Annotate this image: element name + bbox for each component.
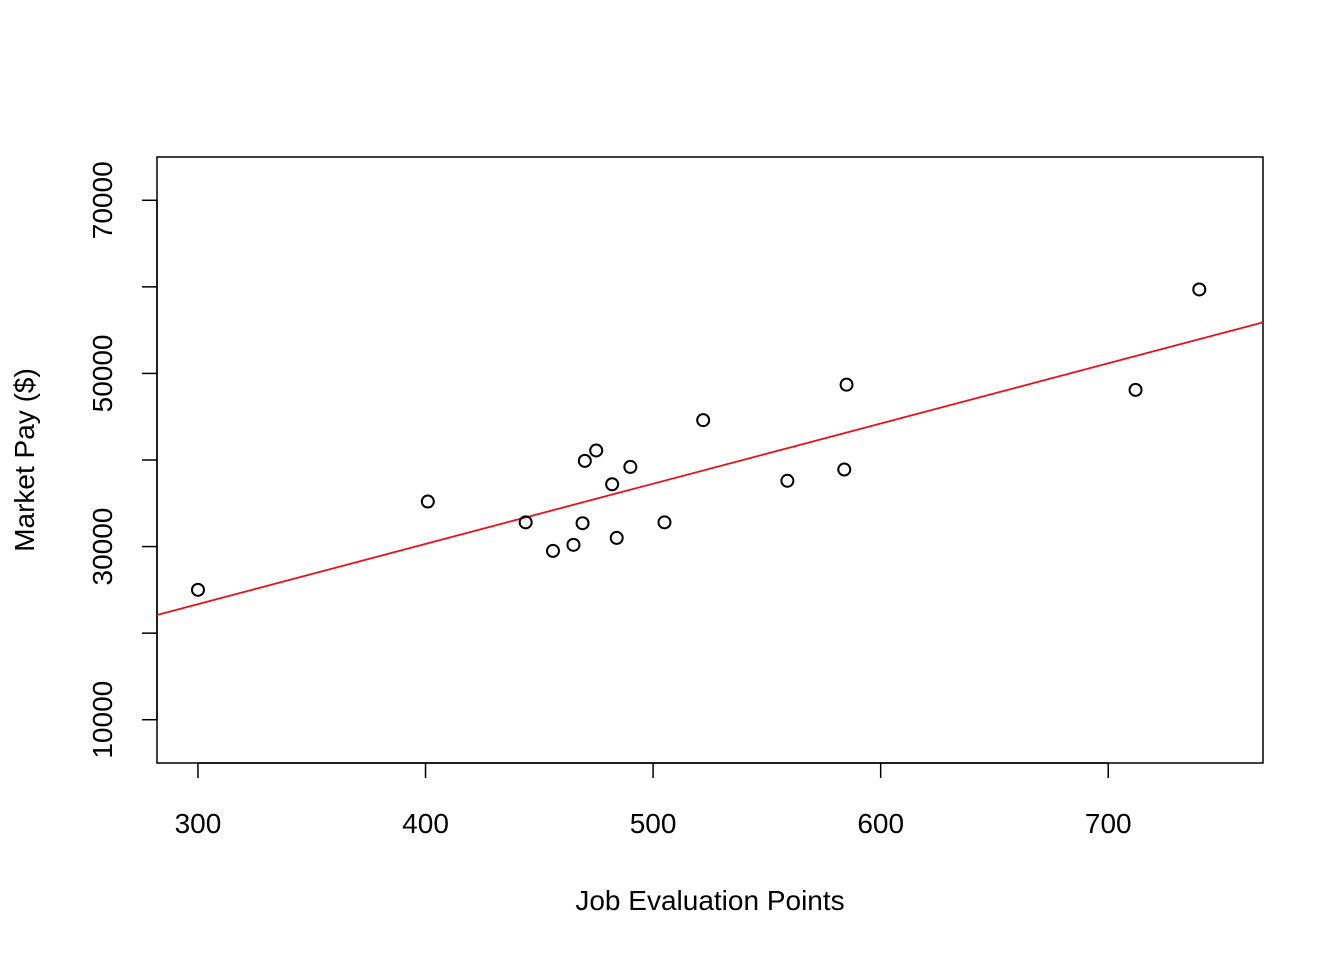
data-point bbox=[839, 377, 854, 392]
regression-line-group bbox=[156, 321, 1264, 616]
data-point bbox=[657, 515, 672, 530]
data-point bbox=[190, 582, 205, 597]
regression-line bbox=[156, 321, 1264, 616]
data-point bbox=[577, 453, 592, 468]
y-axis: 10000 30000 50000 70000 bbox=[87, 161, 158, 759]
data-point bbox=[609, 530, 624, 545]
data-point bbox=[420, 494, 435, 509]
data-point bbox=[780, 473, 795, 488]
data-point bbox=[837, 462, 852, 477]
x-axis: 300 400 500 600 700 bbox=[175, 762, 1132, 839]
data-point bbox=[575, 516, 590, 531]
y-tick-label: 70000 bbox=[87, 161, 118, 239]
x-tick-label: 700 bbox=[1085, 808, 1132, 839]
plot-frame bbox=[156, 156, 1264, 764]
x-tick-label: 300 bbox=[175, 808, 222, 839]
x-tick-label: 500 bbox=[630, 808, 677, 839]
data-point bbox=[518, 515, 533, 530]
x-axis-title: Job Evaluation Points bbox=[575, 885, 844, 916]
x-tick-label: 600 bbox=[857, 808, 904, 839]
y-tick-label: 10000 bbox=[87, 681, 118, 759]
data-points bbox=[190, 282, 1207, 597]
y-axis-title: Market Pay ($) bbox=[9, 368, 40, 552]
data-point bbox=[545, 543, 560, 558]
x-tick-label: 400 bbox=[402, 808, 449, 839]
data-point bbox=[696, 413, 711, 428]
data-point bbox=[566, 537, 581, 552]
y-tick-label: 30000 bbox=[87, 508, 118, 586]
data-point bbox=[589, 443, 604, 458]
data-point bbox=[1128, 382, 1143, 397]
data-point bbox=[1192, 282, 1207, 297]
data-point bbox=[605, 477, 620, 492]
data-point bbox=[623, 459, 638, 474]
y-tick-label: 50000 bbox=[87, 334, 118, 412]
